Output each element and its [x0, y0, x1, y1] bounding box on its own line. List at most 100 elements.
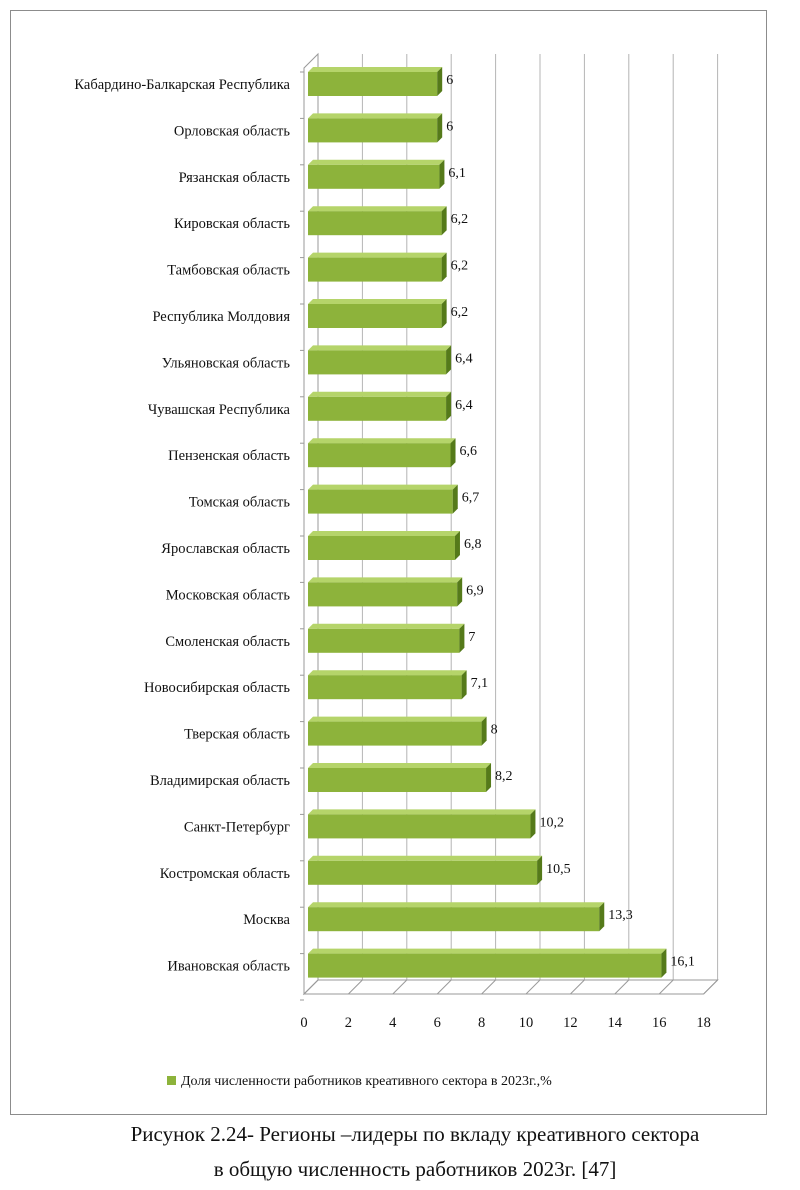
chart-side-wall — [303, 52, 319, 996]
category-label: Рязанская область — [179, 170, 291, 186]
bar-top-face — [308, 252, 447, 258]
category-label: Смоленская область — [165, 634, 290, 650]
data-label: 13,3 — [608, 908, 633, 923]
data-label: 6,9 — [466, 583, 484, 598]
bar — [308, 164, 440, 189]
bar — [308, 489, 453, 514]
bar — [308, 768, 487, 792]
chart-frame — [10, 10, 767, 1115]
data-label: 6,4 — [455, 398, 473, 413]
category-label: Кировская область — [174, 216, 290, 232]
bar — [308, 118, 438, 143]
bar-end-face — [461, 670, 467, 700]
bar — [308, 953, 662, 978]
bar — [308, 675, 462, 700]
data-label: 6,4 — [455, 351, 473, 366]
bar — [308, 211, 442, 236]
bar-top-face — [308, 623, 465, 629]
data-label: 6,6 — [460, 444, 478, 459]
bar — [308, 814, 531, 839]
category-label: Орловская область — [174, 123, 290, 139]
data-label: 6,2 — [451, 212, 469, 227]
bar — [308, 304, 442, 328]
bar-top-face — [308, 902, 605, 908]
data-label: 16,1 — [670, 955, 695, 970]
bar-top-face — [308, 391, 452, 397]
bar-end-face — [457, 577, 463, 607]
floor-gridline — [614, 979, 630, 995]
bar — [308, 443, 451, 468]
bar-end-face — [452, 484, 458, 514]
floor-gridline — [392, 979, 408, 995]
data-label: 6,2 — [451, 259, 469, 274]
category-label: Кабардино-Балкарская Республика — [74, 77, 290, 93]
bar-end-face — [437, 113, 443, 143]
legend-label: Доля численности работников креативного … — [181, 1074, 552, 1089]
bar-end-face — [661, 948, 667, 978]
bar-top-face — [308, 948, 667, 954]
bar-end-face — [439, 159, 445, 189]
bar-top-face — [308, 670, 467, 676]
legend-swatch — [167, 1076, 176, 1085]
bar-end-face — [446, 345, 452, 375]
bar-chart: Кабардино-Балкарская Республика 6 Орловска… — [74, 52, 719, 1089]
floor-gridline — [658, 979, 674, 995]
bar-end-face — [441, 252, 447, 282]
category-label: Костромская область — [160, 866, 291, 882]
bar-end-face — [530, 809, 536, 839]
category-label: Московская область — [166, 587, 291, 603]
floor-gridline — [348, 979, 363, 995]
data-label: 6,2 — [451, 305, 469, 320]
category-label: Владимирская область — [150, 773, 290, 789]
category-label: Новосибирская область — [144, 680, 290, 696]
figure-caption-line-2: в общую численность работников 2023г. [4… — [213, 1157, 617, 1181]
category-label: Ярославская область — [161, 541, 290, 557]
floor-gridline — [436, 979, 452, 995]
bar-top-face — [308, 531, 460, 536]
x-tick-label: 6 — [434, 1015, 441, 1031]
bar-top-face — [308, 484, 458, 490]
bar-end-face — [441, 206, 447, 236]
bar — [308, 628, 460, 653]
data-label: 7 — [468, 630, 475, 645]
bar — [308, 536, 455, 560]
floor-gridline — [525, 979, 541, 995]
bar — [308, 396, 447, 421]
x-tick-label: 4 — [389, 1015, 397, 1031]
data-label: 10,5 — [546, 862, 571, 877]
bar-end-face — [441, 299, 447, 328]
bar-top-face — [308, 159, 445, 165]
category-label: Тамбовская область — [167, 263, 290, 279]
bar-top-face — [308, 299, 447, 304]
x-tick-label: 0 — [300, 1015, 307, 1031]
category-label: Санкт-Петербург — [184, 819, 290, 835]
category-label: Тверская область — [184, 727, 290, 743]
bar — [308, 350, 447, 375]
bar-end-face — [459, 623, 465, 653]
bar-top-face — [308, 809, 536, 815]
x-tick-label: 18 — [696, 1015, 711, 1031]
data-label: 6,1 — [448, 166, 466, 181]
data-label: 6 — [446, 73, 453, 88]
data-label: 6,8 — [464, 537, 482, 552]
bar-top-face — [308, 577, 463, 583]
bar-top-face — [308, 716, 487, 722]
category-label: Ульяновская область — [162, 355, 291, 371]
data-label: 8,2 — [495, 769, 513, 784]
bar-top-face — [308, 345, 452, 351]
data-label: 8 — [491, 723, 498, 738]
bar-top-face — [308, 438, 456, 444]
floor-gridline — [481, 979, 496, 995]
bar-end-face — [454, 531, 460, 560]
category-label: Москва — [243, 912, 290, 928]
floor-gridline — [703, 979, 718, 995]
bar-top-face — [308, 763, 492, 768]
category-label: Пензенская область — [168, 448, 290, 464]
data-label: 10,2 — [539, 815, 564, 830]
bar-top-face — [308, 206, 447, 212]
bar-top-face — [308, 67, 443, 72]
category-label: Ивановская область — [167, 959, 290, 975]
bar — [308, 907, 600, 932]
floor-gridline — [570, 979, 585, 995]
bar — [308, 72, 438, 96]
